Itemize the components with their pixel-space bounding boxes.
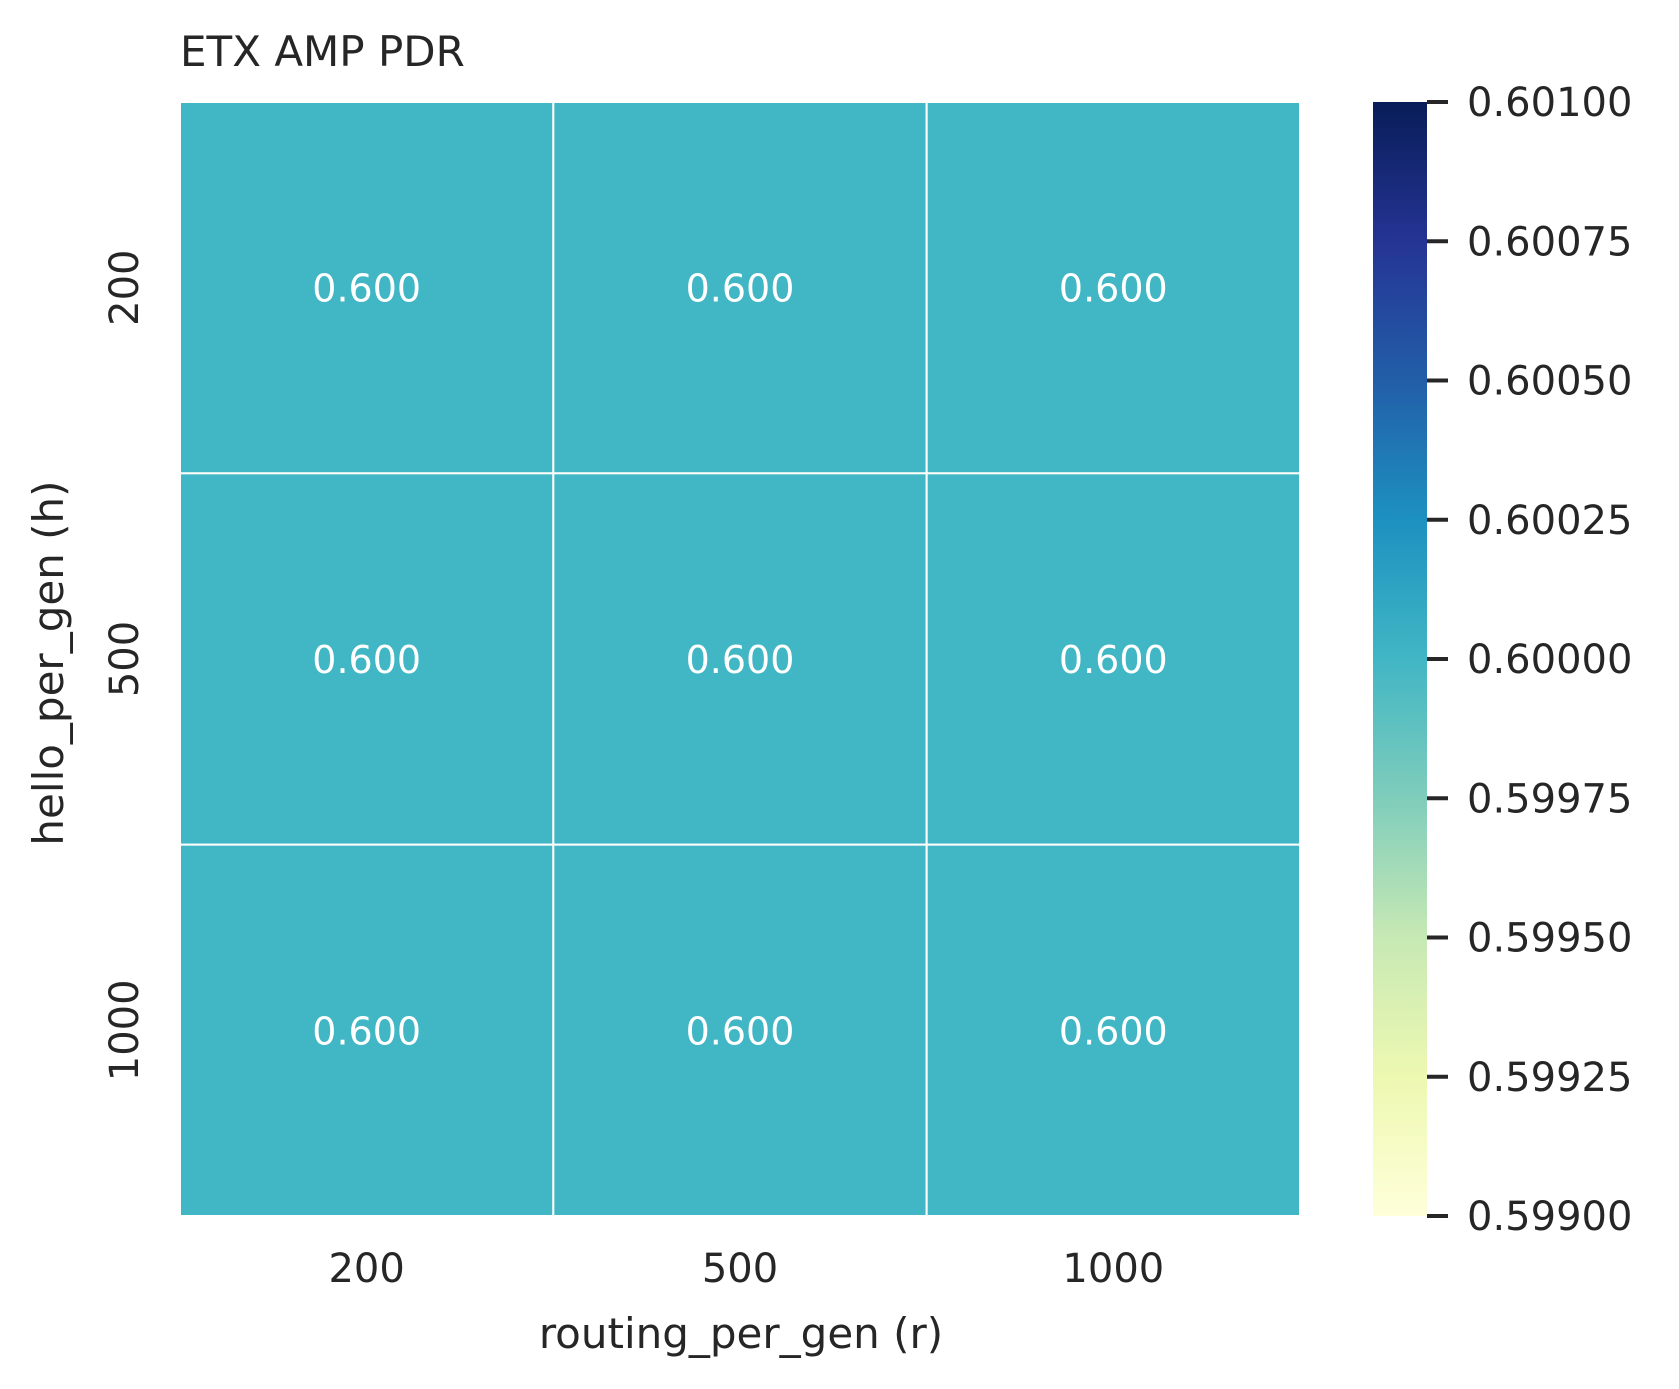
colorbar-tick-label: 0.59975: [1467, 776, 1632, 822]
heatmap-cell: [552, 101, 928, 475]
cell-value-label: 0.600: [686, 638, 795, 682]
heatmap-cell: [179, 101, 555, 475]
colorbar: [1373, 102, 1427, 1216]
x-tick-label: 200: [328, 1246, 404, 1292]
cell-value-label: 0.600: [686, 267, 795, 311]
cell-value-label: 0.600: [312, 267, 421, 311]
heatmap-cell: [179, 843, 555, 1218]
colorbar-tick-label: 0.59900: [1467, 1194, 1632, 1240]
colorbar-tick-label: 0.60100: [1467, 80, 1632, 126]
cell-value-label: 0.600: [1059, 267, 1168, 311]
cell-value-label: 0.600: [686, 1009, 795, 1053]
y-tick-label: 500: [102, 621, 148, 697]
y-tick-label: 1000: [102, 979, 148, 1081]
colorbar-tick-label: 0.60075: [1467, 219, 1632, 265]
heatmap-cell: [552, 472, 928, 846]
cell-value-label: 0.600: [312, 638, 421, 682]
cell-value-label: 0.600: [312, 1009, 421, 1053]
chart-title: ETX AMP PDR: [180, 27, 465, 76]
y-axis-label: hello_per_gen (h): [24, 480, 73, 845]
colorbar-ticks: 0.59900 0.59925 0.59950 0.59975 0.60000 0.600…: [1427, 80, 1632, 1240]
heatmap-cell: [925, 472, 1302, 846]
heatmap-cells: 0.600 0.600 0.600 0.600 0.600 0.600 0.600 0.600…: [179, 101, 1302, 1218]
y-tick-labels: 200 500 1000: [102, 249, 148, 1081]
cell-value-label: 0.600: [1059, 1009, 1168, 1053]
cell-value-label: 0.600: [1059, 638, 1168, 682]
colorbar-tick-label: 0.59950: [1467, 916, 1632, 962]
heatmap-cell: [179, 472, 555, 846]
x-tick-label: 500: [702, 1246, 778, 1292]
colorbar-tick-label: 0.59925: [1467, 1055, 1632, 1101]
heatmap-cell: [552, 843, 928, 1218]
y-tick-label: 200: [102, 249, 148, 325]
colorbar-tick-label: 0.60050: [1467, 359, 1632, 405]
x-axis-label: routing_per_gen (r): [539, 1309, 943, 1358]
heatmap-cell: [925, 843, 1302, 1218]
x-tick-label: 1000: [1062, 1246, 1164, 1292]
heatmap-cell: [925, 101, 1302, 475]
colorbar-tick-label: 0.60000: [1467, 637, 1632, 683]
x-tick-labels: 200 500 1000: [328, 1246, 1164, 1292]
colorbar-tick-label: 0.60025: [1467, 498, 1632, 544]
